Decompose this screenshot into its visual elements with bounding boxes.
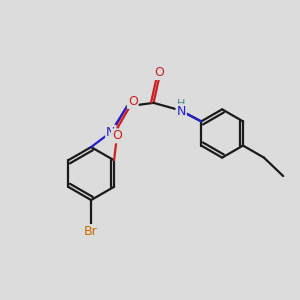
Text: H: H [177,99,185,109]
Text: Br: Br [84,225,98,238]
Text: N: N [176,105,186,118]
Text: O: O [112,129,122,142]
Text: N: N [106,126,116,139]
Text: O: O [154,66,164,79]
Text: O: O [128,95,138,108]
